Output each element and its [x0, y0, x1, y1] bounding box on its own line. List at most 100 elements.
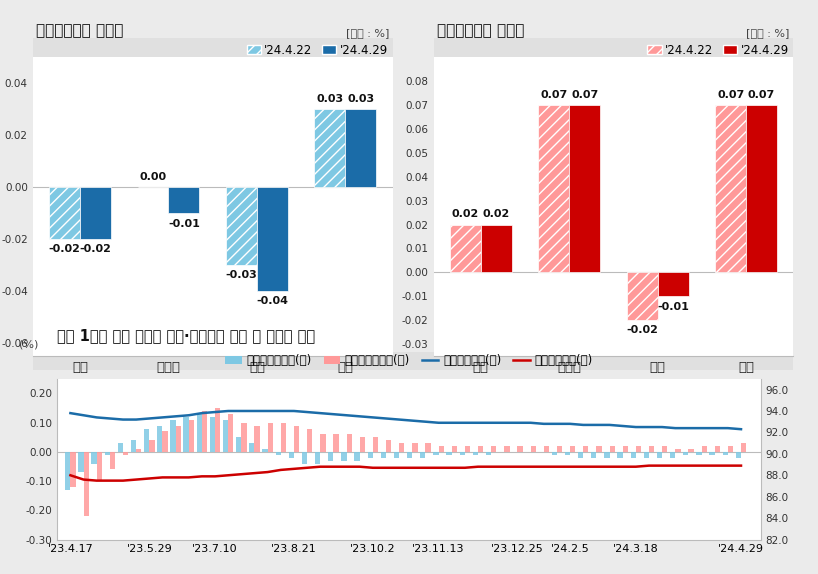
Bar: [223, 420, 228, 452]
Bar: [209, 417, 215, 452]
Bar: [80, 187, 111, 239]
Bar: [123, 452, 128, 455]
Bar: [360, 437, 365, 452]
Bar: [367, 452, 373, 457]
Bar: [658, 272, 689, 296]
Text: -0.02: -0.02: [48, 245, 80, 254]
Legend: '24.4.22, '24.4.29: '24.4.22, '24.4.29: [242, 39, 393, 61]
Text: [단위 : %]: [단위 : %]: [747, 28, 790, 38]
Text: 매매가격지수 변동률: 매매가격지수 변동률: [36, 23, 124, 38]
Bar: [144, 429, 150, 452]
Bar: [254, 425, 260, 452]
Bar: [92, 452, 97, 464]
Bar: [170, 420, 176, 452]
Bar: [176, 425, 181, 452]
Bar: [196, 414, 202, 452]
Bar: [676, 449, 681, 452]
Bar: [373, 437, 378, 452]
Bar: [596, 446, 601, 452]
Bar: [627, 272, 658, 320]
Bar: [722, 452, 728, 455]
Bar: [670, 452, 676, 457]
Bar: [609, 446, 615, 452]
Bar: [407, 452, 412, 457]
Bar: [583, 446, 588, 452]
Bar: [241, 422, 246, 452]
Bar: [486, 452, 491, 455]
Text: 0.02: 0.02: [483, 209, 510, 219]
Bar: [420, 452, 425, 457]
Bar: [557, 446, 562, 452]
Bar: [636, 446, 641, 452]
Text: -0.04: -0.04: [256, 296, 289, 307]
Text: -0.02: -0.02: [79, 245, 111, 254]
Bar: [631, 452, 636, 457]
Bar: [394, 452, 399, 457]
Bar: [481, 224, 512, 272]
Bar: [505, 446, 510, 452]
Bar: [460, 452, 465, 455]
Bar: [347, 435, 352, 452]
Bar: [538, 105, 569, 272]
Bar: [399, 443, 404, 452]
Bar: [328, 452, 334, 461]
Bar: [425, 443, 431, 452]
Bar: [662, 446, 667, 452]
Bar: [735, 452, 741, 457]
Text: 0.03: 0.03: [317, 94, 344, 104]
Bar: [689, 449, 694, 452]
Bar: [491, 446, 497, 452]
Bar: [189, 420, 194, 452]
Bar: [657, 452, 662, 457]
Bar: [157, 425, 163, 452]
Bar: [65, 452, 70, 490]
Bar: [83, 452, 89, 516]
Bar: [105, 452, 110, 455]
Bar: [644, 452, 649, 457]
Text: [단위 : %]: [단위 : %]: [346, 28, 389, 38]
Bar: [236, 437, 241, 452]
Bar: [478, 446, 483, 452]
Bar: [163, 432, 168, 452]
Bar: [447, 452, 452, 455]
Bar: [412, 443, 417, 452]
Legend: 매매가격변동률(좌), 전세가격변동률(좌), 매매가격지수(우), 전세가격지수(우): 매매가격변동률(좌), 전세가격변동률(좌), 매매가격지수(우), 전세가격지…: [221, 350, 597, 372]
Text: 0.07: 0.07: [717, 90, 744, 100]
Bar: [276, 452, 281, 455]
Bar: [591, 452, 596, 457]
Text: 전세가격지수 변동률: 전세가격지수 변동률: [437, 23, 524, 38]
Bar: [289, 452, 294, 457]
Bar: [215, 408, 220, 452]
Bar: [715, 105, 746, 272]
Bar: [249, 443, 254, 452]
Text: -0.03: -0.03: [226, 270, 258, 281]
Bar: [334, 435, 339, 452]
Bar: [728, 446, 733, 452]
Bar: [380, 452, 386, 457]
Text: -0.01: -0.01: [168, 219, 200, 228]
Bar: [257, 187, 288, 291]
Text: 0.07: 0.07: [748, 90, 775, 100]
Bar: [683, 452, 689, 455]
Bar: [649, 446, 654, 452]
Text: 0.07: 0.07: [571, 90, 599, 100]
Legend: '24.4.22, '24.4.29: '24.4.22, '24.4.29: [643, 39, 793, 61]
Bar: [696, 452, 702, 455]
Bar: [281, 422, 286, 452]
Bar: [702, 446, 707, 452]
Bar: [564, 452, 570, 455]
Bar: [136, 449, 142, 452]
Bar: [605, 452, 609, 457]
Bar: [202, 411, 207, 452]
Bar: [169, 187, 200, 213]
Bar: [465, 446, 470, 452]
Bar: [618, 452, 622, 457]
Bar: [741, 443, 746, 452]
Bar: [622, 446, 628, 452]
Bar: [294, 425, 299, 452]
Bar: [97, 452, 102, 481]
Bar: [302, 452, 307, 464]
Text: 0.03: 0.03: [348, 94, 375, 104]
Bar: [531, 446, 536, 452]
Bar: [118, 443, 123, 452]
